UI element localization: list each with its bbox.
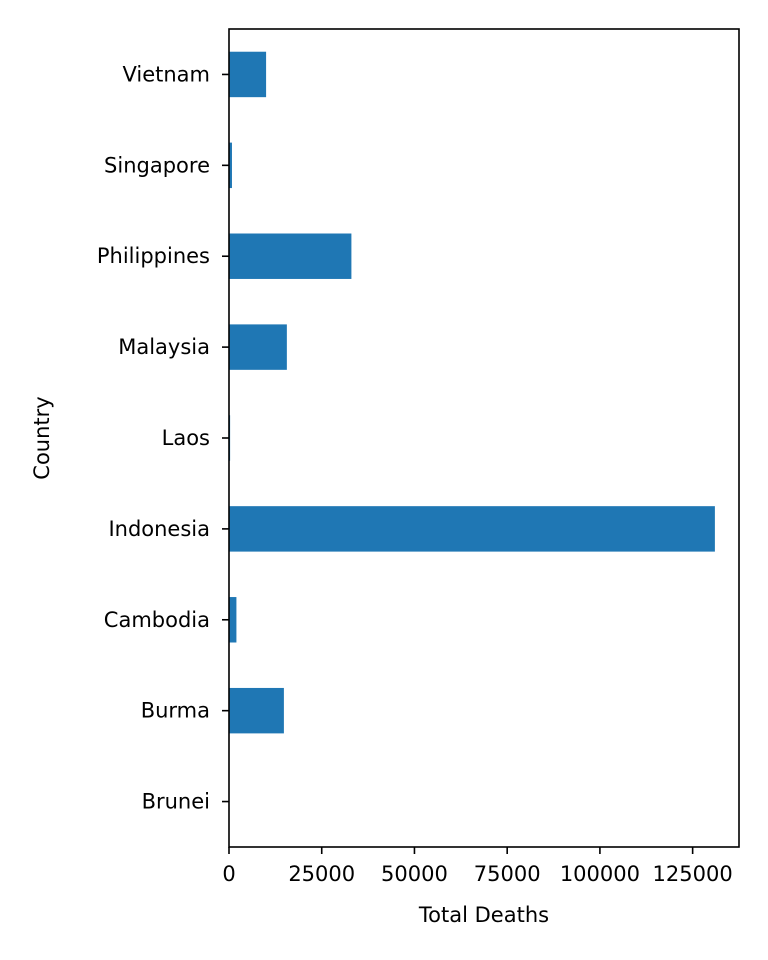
y-tick-label: Malaysia — [118, 335, 210, 359]
y-tick-label: Burma — [141, 699, 210, 723]
bar-malaysia — [229, 324, 287, 370]
bar-vietnam — [229, 51, 267, 98]
x-tick-label: 25000 — [288, 862, 355, 886]
x-tick-label: 100000 — [560, 862, 640, 886]
bars-layer — [229, 51, 715, 825]
y-tick-label: Indonesia — [108, 517, 210, 541]
x-axis-title: Total Deaths — [418, 903, 549, 927]
y-tick-label: Philippines — [97, 244, 210, 268]
bar-indonesia — [229, 506, 715, 552]
y-axis-title: Country — [30, 396, 54, 479]
x-tick-label: 0 — [222, 862, 235, 886]
x-tick-label: 75000 — [474, 862, 541, 886]
plot-frame — [228, 28, 740, 848]
ticks-layer: Brunei Burma Cambodia Indonesia Laos Malaysia… — [97, 62, 733, 886]
y-tick-label: Cambodia — [104, 608, 210, 632]
bar-cambodia — [229, 597, 237, 643]
x-tick-label: 125000 — [653, 862, 733, 886]
y-tick-label: Brunei — [142, 790, 210, 814]
bar-singapore — [229, 142, 232, 189]
y-tick-label: Laos — [162, 426, 210, 450]
y-tick-label: Singapore — [104, 153, 210, 177]
y-tick-label: Vietnam — [122, 62, 210, 86]
bar-burma — [229, 687, 284, 734]
x-tick-label: 50000 — [381, 862, 448, 886]
bar-philippines — [229, 233, 352, 279]
